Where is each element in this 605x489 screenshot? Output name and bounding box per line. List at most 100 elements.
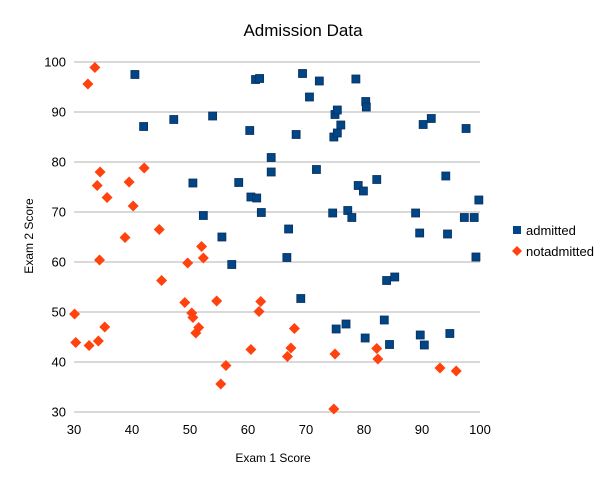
notadmitted-point bbox=[285, 342, 297, 354]
admitted-point bbox=[328, 208, 338, 218]
notadmitted-point bbox=[127, 200, 139, 212]
admitted-point bbox=[332, 128, 342, 138]
notadmitted-point bbox=[245, 344, 257, 355]
admitted-point bbox=[255, 74, 265, 83]
admitted-point bbox=[360, 333, 370, 343]
admitted-point bbox=[385, 340, 394, 349]
notadmitted-point bbox=[99, 321, 111, 333]
x-tick-label: 40 bbox=[125, 422, 139, 437]
notadmitted-point bbox=[220, 360, 232, 371]
chart-title: Admission Data bbox=[243, 21, 363, 40]
admitted-point bbox=[169, 115, 179, 124]
notadmitted-point bbox=[193, 322, 205, 333]
legend-label-notadmitted: notadmitted bbox=[526, 244, 594, 259]
notadmitted-point bbox=[372, 353, 384, 365]
admitted-point bbox=[361, 102, 371, 112]
legend-item-admitted: admitted bbox=[513, 223, 576, 238]
y-axis-title: Exam 2 Score bbox=[22, 198, 36, 274]
notadmitted-point bbox=[69, 308, 81, 320]
grid-lines bbox=[74, 61, 480, 413]
admitted-point bbox=[314, 76, 324, 86]
admitted-point bbox=[359, 186, 368, 196]
admitted-point bbox=[198, 211, 208, 220]
notadmitted-point bbox=[197, 252, 209, 264]
admitted-point bbox=[415, 228, 425, 238]
admitted-point bbox=[471, 252, 481, 262]
y-tick-label: 80 bbox=[52, 155, 66, 170]
admitted-point bbox=[426, 114, 436, 123]
y-tick-label: 60 bbox=[52, 255, 66, 270]
x-tick-label: 70 bbox=[299, 422, 313, 437]
admitted-point bbox=[411, 208, 421, 218]
admitted-point bbox=[443, 229, 452, 239]
x-tick-label: 80 bbox=[357, 422, 371, 437]
notadmitted-point bbox=[215, 378, 227, 390]
notadmitted-point bbox=[182, 257, 194, 269]
y-tick-label: 30 bbox=[52, 405, 66, 420]
admitted-point bbox=[415, 330, 425, 340]
notadmitted-point bbox=[187, 312, 199, 323]
admitted-point bbox=[291, 130, 301, 139]
notadmitted-point bbox=[138, 162, 150, 174]
admitted-point bbox=[461, 124, 471, 133]
admitted-point bbox=[217, 232, 227, 242]
notadmitted-point bbox=[450, 365, 462, 377]
admitted-point bbox=[351, 74, 361, 84]
tick-labels: 30 40 50 60 70 80 90 100 30 40 50 60 70 80 90 100 bbox=[44, 55, 491, 438]
admitted-point bbox=[372, 175, 382, 184]
notadmitted-point bbox=[329, 348, 341, 360]
notadmitted-point bbox=[253, 306, 265, 317]
admitted-point bbox=[252, 193, 262, 203]
notadmitted-point bbox=[371, 343, 383, 354]
y-tick-label: 50 bbox=[52, 305, 66, 320]
x-tick-label: 90 bbox=[415, 422, 429, 437]
x-axis-title: Exam 1 Score bbox=[235, 451, 311, 465]
notadmitted-point bbox=[119, 232, 131, 243]
notadmitted-point bbox=[94, 166, 106, 178]
y-tick-label: 100 bbox=[44, 55, 66, 70]
notadmitted-point bbox=[89, 62, 101, 73]
legend-swatch-notadmitted bbox=[512, 246, 522, 256]
admitted-point bbox=[474, 195, 484, 205]
admitted-point bbox=[256, 208, 266, 217]
y-tick-label: 70 bbox=[52, 205, 66, 220]
admitted-point bbox=[298, 69, 307, 78]
admitted-point bbox=[266, 153, 276, 162]
notadmitted-point bbox=[91, 180, 103, 191]
notadmitted-point bbox=[156, 275, 168, 286]
admitted-point bbox=[347, 213, 357, 222]
admitted-point bbox=[227, 260, 237, 269]
admitted-point bbox=[139, 122, 149, 131]
admitted-point bbox=[305, 92, 314, 102]
admitted-point bbox=[459, 213, 469, 222]
admitted-point bbox=[379, 315, 389, 325]
admitted-point bbox=[282, 253, 292, 262]
notadmitted-point bbox=[288, 323, 300, 334]
admitted-point bbox=[419, 340, 429, 350]
admitted-point bbox=[382, 276, 392, 285]
x-tick-label: 50 bbox=[183, 422, 197, 437]
admitted-point bbox=[341, 319, 351, 329]
admitted-point bbox=[234, 178, 244, 187]
notadmitted-point bbox=[94, 254, 106, 266]
admitted-point bbox=[188, 178, 198, 188]
notadmitted-point bbox=[123, 176, 135, 188]
admitted-point bbox=[331, 324, 341, 334]
data-points bbox=[69, 62, 484, 415]
notadmitted-point bbox=[92, 335, 104, 347]
legend-label-admitted: admitted bbox=[526, 223, 576, 238]
admitted-point bbox=[336, 120, 346, 130]
admitted-point bbox=[441, 171, 451, 181]
notadmitted-point bbox=[281, 351, 293, 362]
y-tick-label: 90 bbox=[52, 105, 66, 120]
notadmitted-point bbox=[101, 192, 113, 203]
x-tick-label: 60 bbox=[241, 422, 255, 437]
notadmitted-point bbox=[83, 340, 95, 351]
admitted-point bbox=[130, 70, 140, 79]
admitted-point bbox=[266, 167, 276, 177]
x-tick-label: 100 bbox=[469, 422, 491, 437]
admitted-point bbox=[332, 105, 342, 115]
admitted-point bbox=[353, 181, 363, 190]
